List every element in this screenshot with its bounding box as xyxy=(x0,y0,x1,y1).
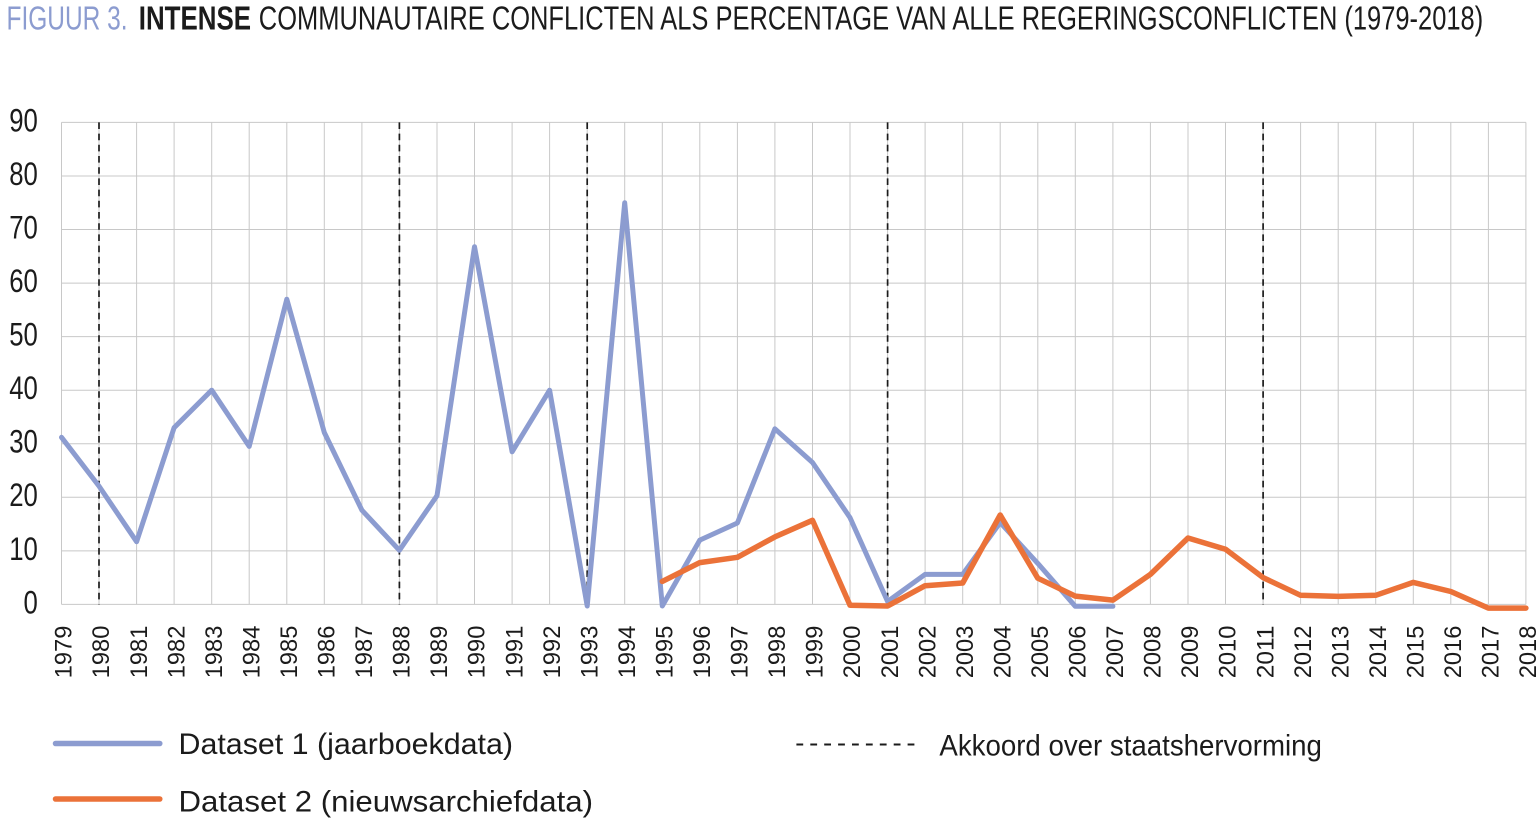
svg-text:50: 50 xyxy=(9,317,38,353)
svg-text:1980: 1980 xyxy=(89,626,115,679)
svg-text:2013: 2013 xyxy=(1328,626,1354,679)
svg-text:90: 90 xyxy=(9,102,38,138)
svg-text:60: 60 xyxy=(9,263,38,299)
svg-text:2009: 2009 xyxy=(1178,626,1204,679)
svg-text:2004: 2004 xyxy=(990,626,1016,679)
svg-text:1989: 1989 xyxy=(427,626,453,679)
svg-text:COMMUNAUTAIRE CONFLICTEN ALS P: COMMUNAUTAIRE CONFLICTEN ALS PERCENTAGE … xyxy=(259,1,1483,38)
svg-text:10: 10 xyxy=(9,531,38,567)
svg-text:2010: 2010 xyxy=(1216,626,1242,679)
svg-text:2006: 2006 xyxy=(1066,626,1092,679)
svg-text:2015: 2015 xyxy=(1404,626,1430,679)
svg-text:1982: 1982 xyxy=(164,626,190,679)
svg-text:1987: 1987 xyxy=(352,626,378,679)
svg-text:2011: 2011 xyxy=(1253,626,1279,679)
svg-text:2007: 2007 xyxy=(1103,626,1129,679)
svg-text:80: 80 xyxy=(9,156,38,192)
svg-text:1996: 1996 xyxy=(690,626,716,679)
svg-text:2017: 2017 xyxy=(1479,626,1505,679)
svg-text:FIGUUR 3.: FIGUUR 3. xyxy=(7,1,128,38)
svg-text:2000: 2000 xyxy=(840,626,866,679)
svg-text:2012: 2012 xyxy=(1291,626,1317,679)
svg-text:2016: 2016 xyxy=(1441,626,1467,679)
svg-text:1983: 1983 xyxy=(202,626,228,679)
svg-text:1986: 1986 xyxy=(315,626,341,679)
svg-text:1998: 1998 xyxy=(765,626,791,679)
svg-text:20: 20 xyxy=(9,477,38,513)
svg-text:Akkoord over staatshervorming: Akkoord over staatshervorming xyxy=(939,730,1322,763)
svg-text:1981: 1981 xyxy=(127,626,153,679)
svg-text:INTENSE: INTENSE xyxy=(139,1,251,38)
svg-text:1990: 1990 xyxy=(465,626,491,679)
svg-text:2001: 2001 xyxy=(878,626,904,679)
svg-text:2008: 2008 xyxy=(1141,626,1167,679)
svg-text:1979: 1979 xyxy=(52,626,78,679)
svg-text:1988: 1988 xyxy=(390,626,416,679)
svg-text:1995: 1995 xyxy=(653,626,679,679)
svg-text:1991: 1991 xyxy=(502,626,528,679)
svg-text:2005: 2005 xyxy=(1028,626,1054,679)
svg-text:2014: 2014 xyxy=(1366,626,1392,679)
svg-text:30: 30 xyxy=(9,424,38,460)
svg-text:1984: 1984 xyxy=(239,626,265,679)
svg-text:2018: 2018 xyxy=(1516,626,1538,679)
svg-text:2003: 2003 xyxy=(953,626,979,679)
svg-text:1994: 1994 xyxy=(615,626,641,679)
svg-text:1985: 1985 xyxy=(277,626,303,679)
svg-text:1993: 1993 xyxy=(577,626,603,679)
svg-text:Dataset 2 (nieuwsarchiefdata): Dataset 2 (nieuwsarchiefdata) xyxy=(179,786,594,819)
svg-text:1992: 1992 xyxy=(540,626,566,679)
svg-text:40: 40 xyxy=(9,370,38,406)
svg-text:1999: 1999 xyxy=(803,626,829,679)
svg-text:70: 70 xyxy=(9,209,38,245)
svg-text:Dataset 1 (jaarboekdata): Dataset 1 (jaarboekdata) xyxy=(179,728,514,761)
svg-text:0: 0 xyxy=(24,584,38,620)
svg-text:2002: 2002 xyxy=(915,626,941,679)
svg-text:1997: 1997 xyxy=(728,626,754,679)
